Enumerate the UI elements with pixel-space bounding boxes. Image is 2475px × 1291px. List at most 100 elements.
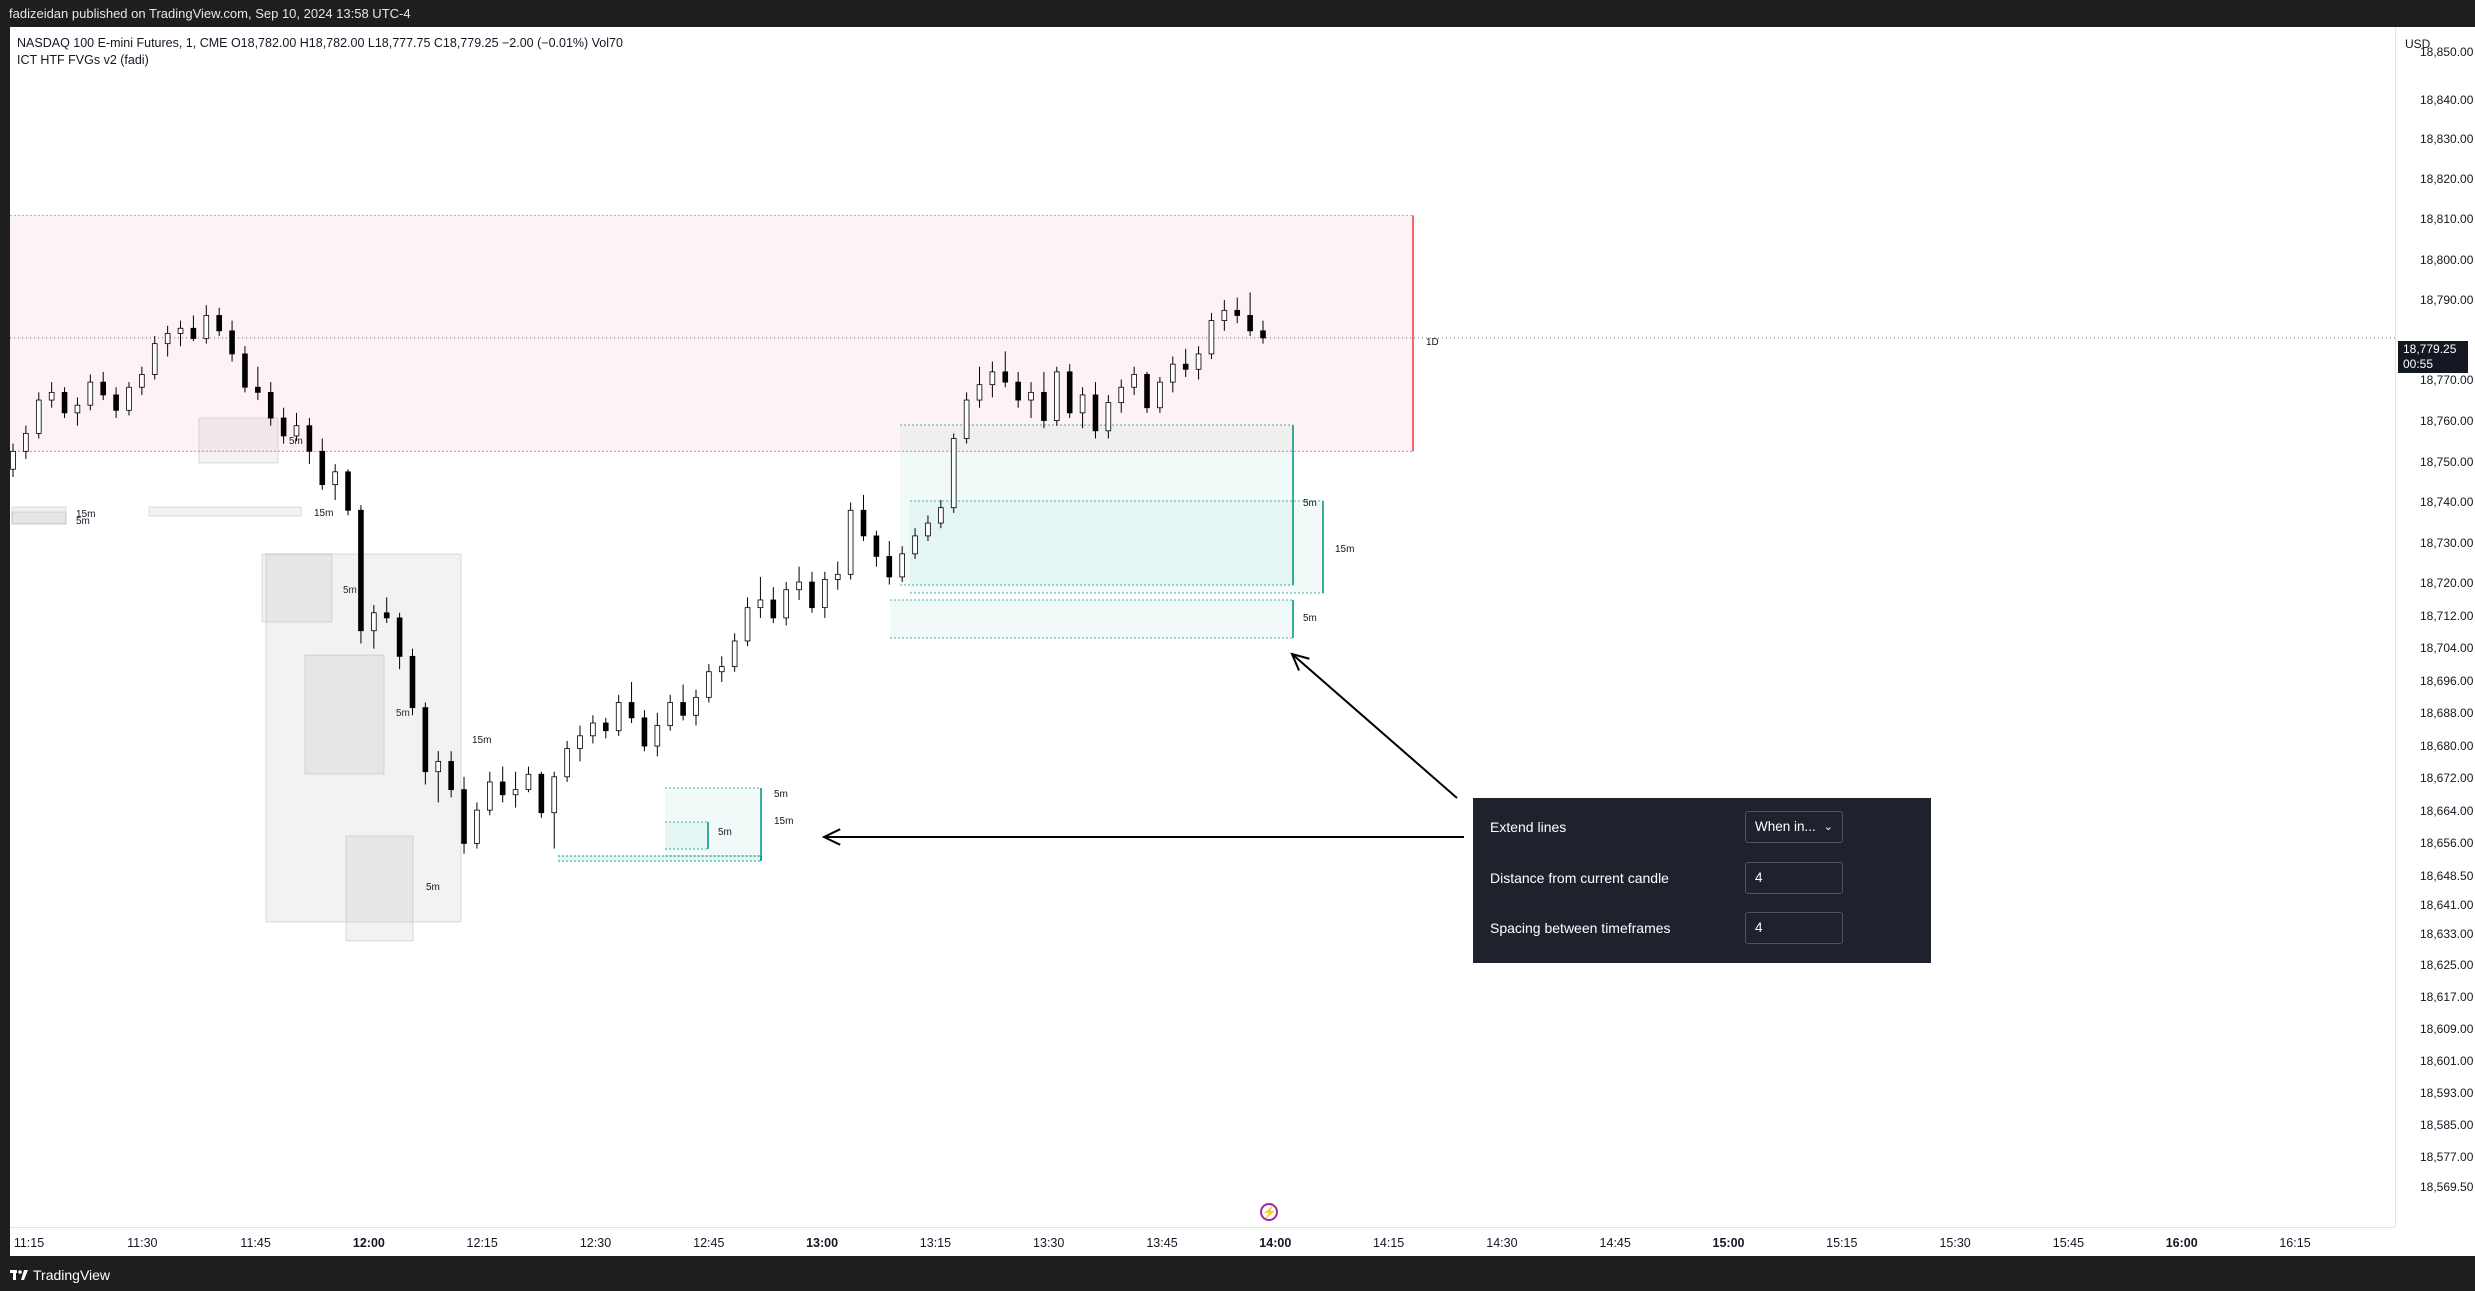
candle-body[interactable] xyxy=(280,417,287,437)
candle-body[interactable] xyxy=(1144,374,1150,409)
candle-body[interactable] xyxy=(886,555,893,578)
candle-body[interactable] xyxy=(267,391,274,419)
candle-body[interactable] xyxy=(126,386,132,411)
candle-body[interactable] xyxy=(229,330,235,355)
candle-body[interactable] xyxy=(358,509,364,632)
price-chart[interactable]: 1D5m15m5m5m15m5m15m5m5m15m5m5m15m5m xyxy=(10,27,2395,1227)
candle-body[interactable] xyxy=(151,343,158,375)
candle-body[interactable] xyxy=(35,399,42,434)
candle-body[interactable] xyxy=(164,333,171,345)
candle-body[interactable] xyxy=(590,722,596,737)
candle-body[interactable] xyxy=(744,607,751,642)
candle-body[interactable] xyxy=(860,509,867,537)
candle-body[interactable] xyxy=(345,471,351,511)
candle-body[interactable] xyxy=(332,471,338,486)
candle-body[interactable] xyxy=(499,781,506,796)
candle-body[interactable] xyxy=(925,522,931,537)
candle-body[interactable] xyxy=(1221,309,1228,321)
candle-body[interactable] xyxy=(809,581,815,609)
currency-label[interactable]: USD xyxy=(2405,37,2431,51)
candle-body[interactable] xyxy=(834,573,841,580)
candle-body[interactable] xyxy=(306,425,313,452)
candle-body[interactable] xyxy=(538,773,545,814)
candle-body[interactable] xyxy=(976,384,983,401)
candle-body[interactable] xyxy=(667,702,674,726)
tradingview-logo[interactable]: TradingView xyxy=(10,1267,110,1283)
candle-body[interactable] xyxy=(938,507,944,524)
indicator-name[interactable]: ICT HTF FVGs v2 (fadi) xyxy=(17,53,149,67)
spacing-input[interactable]: 4 xyxy=(1745,912,1843,944)
candle-body[interactable] xyxy=(1182,363,1189,370)
candle-body[interactable] xyxy=(177,327,184,334)
candle-body[interactable] xyxy=(731,640,738,668)
candle-body[interactable] xyxy=(783,589,789,619)
candle-body[interactable] xyxy=(796,581,802,591)
candle-body[interactable] xyxy=(1002,371,1009,383)
candle-body[interactable] xyxy=(1028,391,1034,401)
candle-body[interactable] xyxy=(1092,394,1099,432)
candle-body[interactable] xyxy=(899,553,905,578)
candle-body[interactable] xyxy=(1066,371,1073,414)
candle-body[interactable] xyxy=(1079,394,1086,414)
candle-body[interactable] xyxy=(242,353,248,388)
candle-body[interactable] xyxy=(435,761,442,773)
candle-body[interactable] xyxy=(255,386,261,393)
candle-body[interactable] xyxy=(100,381,107,396)
candle-body[interactable] xyxy=(113,394,119,411)
candle-body[interactable] xyxy=(912,535,918,555)
candle-body[interactable] xyxy=(1260,330,1266,339)
candle-body[interactable] xyxy=(641,717,648,747)
candle-body[interactable] xyxy=(564,748,570,778)
candle-body[interactable] xyxy=(1118,386,1125,404)
candle-body[interactable] xyxy=(216,315,222,332)
candle-body[interactable] xyxy=(74,404,81,414)
candle-body[interactable] xyxy=(693,696,699,716)
candle-body[interactable] xyxy=(1015,381,1021,401)
candle-body[interactable] xyxy=(512,789,519,796)
candle-body[interactable] xyxy=(1195,353,1202,370)
candle-body[interactable] xyxy=(602,722,609,732)
candle-body[interactable] xyxy=(409,655,416,709)
candle-body[interactable] xyxy=(873,535,880,557)
candle-body[interactable] xyxy=(615,702,622,732)
candle-body[interactable] xyxy=(319,450,326,486)
candle-body[interactable] xyxy=(87,381,94,406)
candle-body[interactable] xyxy=(950,438,957,509)
symbol-ohlc-line[interactable]: NASDAQ 100 E-mini Futures, 1, CME O18,78… xyxy=(17,36,623,50)
candle-body[interactable] xyxy=(48,391,55,401)
lightning-alert-icon[interactable]: ⚡ xyxy=(1260,1203,1278,1221)
distance-input[interactable]: 4 xyxy=(1745,862,1843,894)
candle-body[interactable] xyxy=(1131,374,1137,388)
candle-body[interactable] xyxy=(487,781,493,811)
candle-body[interactable] xyxy=(422,707,429,773)
candle-body[interactable] xyxy=(1247,315,1253,332)
candle-body[interactable] xyxy=(718,666,725,673)
candle-body[interactable] xyxy=(61,391,68,414)
candle-body[interactable] xyxy=(474,809,480,844)
candle-body[interactable] xyxy=(680,702,686,716)
candle-body[interactable] xyxy=(706,671,712,698)
candle-body[interactable] xyxy=(371,612,377,632)
candle-body[interactable] xyxy=(757,599,764,609)
candle-body[interactable] xyxy=(1208,320,1215,355)
candle-body[interactable] xyxy=(989,371,996,386)
candle-body[interactable] xyxy=(628,702,635,719)
price-axis[interactable] xyxy=(2395,27,2475,1227)
candle-body[interactable] xyxy=(770,599,777,619)
chart-frame[interactable]: 1D5m15m5m5m15m5m15m5m5m15m5m5m15m5m NASD… xyxy=(10,27,2475,1256)
candle-body[interactable] xyxy=(551,776,558,814)
candle-body[interactable] xyxy=(525,773,532,791)
candle-body[interactable] xyxy=(139,374,145,388)
candle-body[interactable] xyxy=(847,509,854,575)
candle-body[interactable] xyxy=(383,612,390,619)
candle-body[interactable] xyxy=(448,761,454,791)
candle-body[interactable] xyxy=(10,450,16,470)
extend-lines-select[interactable]: When in... ⌄ xyxy=(1745,811,1843,843)
candle-body[interactable] xyxy=(190,327,197,339)
candle-body[interactable] xyxy=(396,617,403,657)
candle-body[interactable] xyxy=(1054,371,1060,421)
candle-body[interactable] xyxy=(1169,363,1176,383)
candle-body[interactable] xyxy=(23,432,29,452)
candle-body[interactable] xyxy=(1234,309,1241,316)
candle-body[interactable] xyxy=(822,579,828,609)
